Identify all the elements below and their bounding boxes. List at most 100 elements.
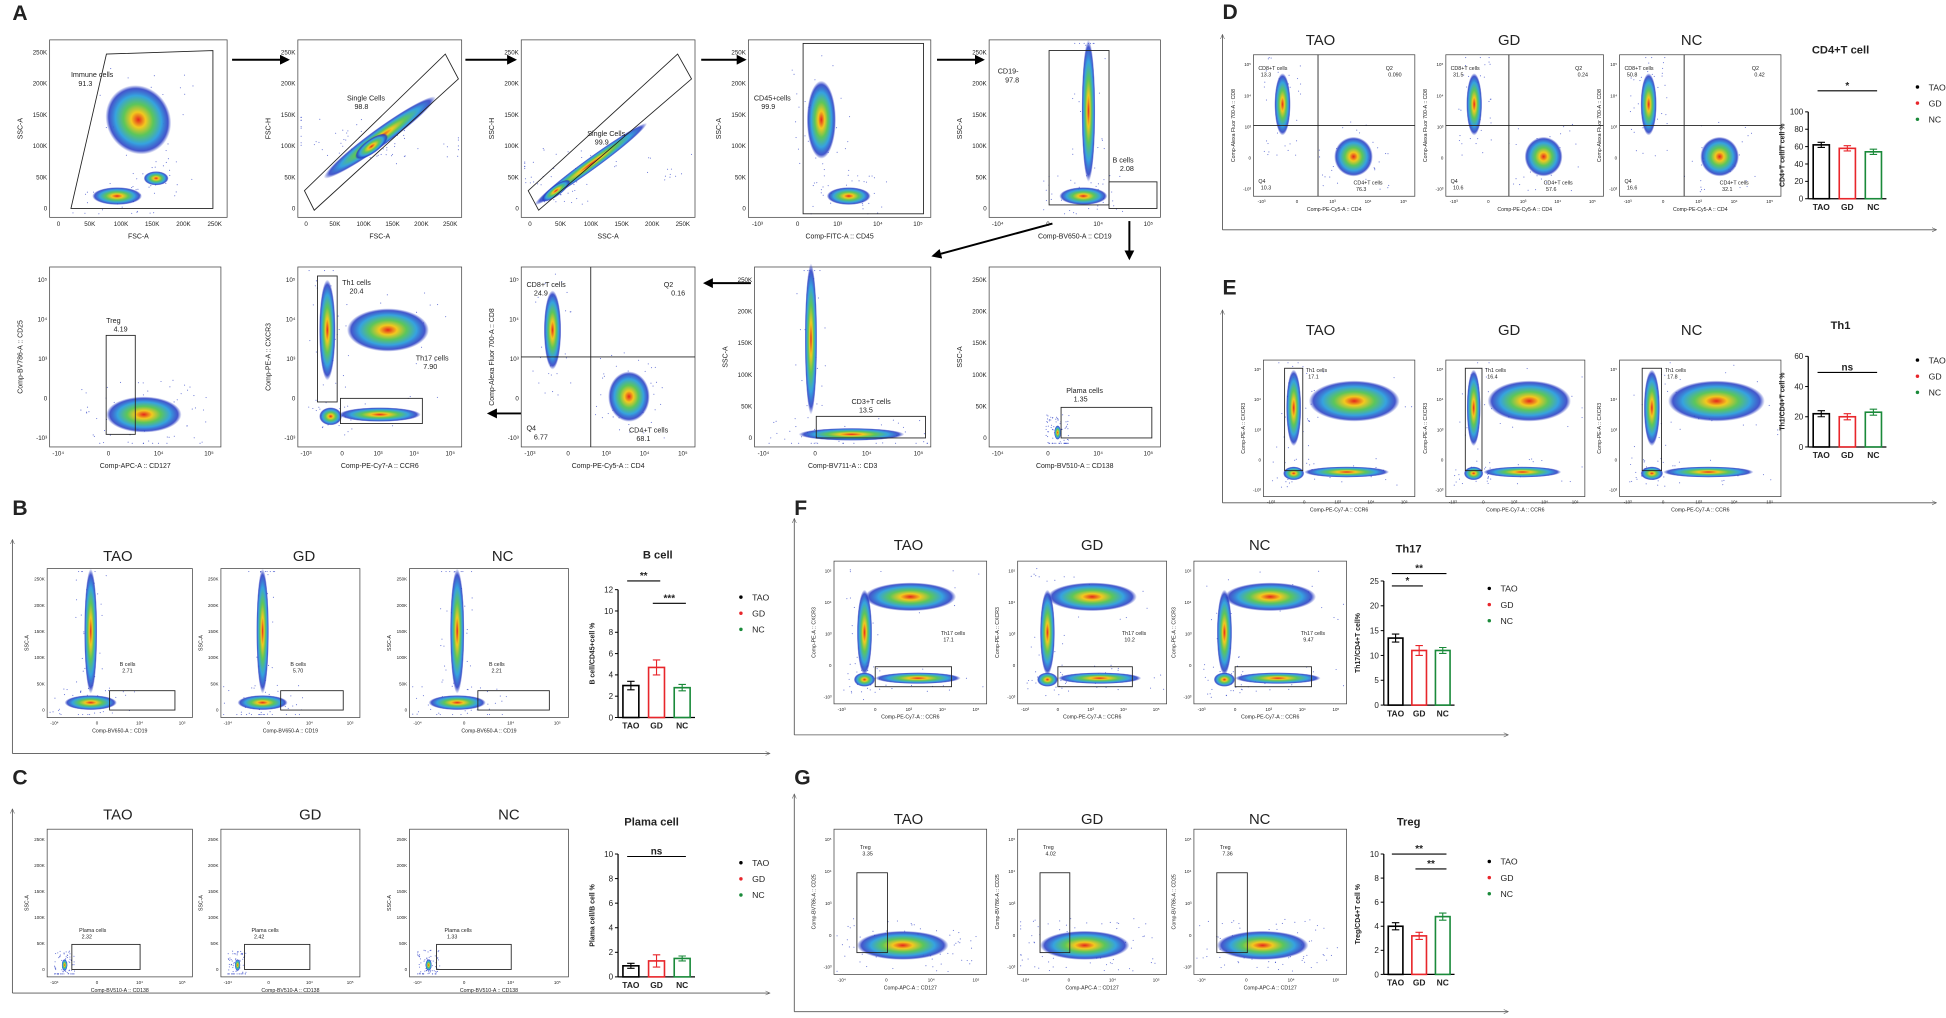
event-dot bbox=[1487, 391, 1489, 393]
y-axis-label: SSC-A bbox=[25, 895, 31, 911]
x-tick-label: 0 bbox=[1662, 199, 1665, 204]
x-tick-label: 10⁵ bbox=[179, 980, 186, 985]
y-tick-label: -10³ bbox=[824, 694, 832, 699]
x-tick-label: 10³ bbox=[602, 451, 611, 458]
event-dot bbox=[505, 696, 507, 698]
event-dot bbox=[1060, 671, 1062, 673]
event-dot bbox=[424, 959, 426, 961]
event-dot bbox=[798, 442, 800, 444]
event-dot bbox=[264, 570, 266, 573]
event-dot bbox=[61, 973, 64, 975]
event-dot bbox=[1101, 139, 1103, 141]
event-dot bbox=[794, 418, 796, 420]
event-dot bbox=[1074, 93, 1076, 95]
event-dot bbox=[614, 166, 616, 168]
event-dot bbox=[228, 690, 230, 692]
event-dot bbox=[1232, 671, 1234, 673]
event-dot bbox=[1054, 579, 1056, 581]
x-tick-label: 0 bbox=[107, 451, 111, 458]
event-dot bbox=[319, 118, 321, 120]
event-dot bbox=[949, 934, 951, 936]
event-dot bbox=[1745, 180, 1747, 182]
event-dot bbox=[201, 441, 203, 443]
event-dot bbox=[793, 73, 795, 75]
event-dot bbox=[1138, 926, 1140, 929]
event-dot bbox=[1657, 86, 1659, 89]
event-dot bbox=[1289, 143, 1291, 145]
y-tick-label: 100K bbox=[397, 655, 407, 660]
event-dot bbox=[910, 922, 912, 925]
event-dot bbox=[795, 426, 797, 428]
event-dot bbox=[1278, 362, 1280, 364]
event-dot bbox=[69, 973, 71, 975]
event-dot bbox=[1113, 205, 1115, 207]
event-dot bbox=[1332, 165, 1334, 168]
event-dot bbox=[1639, 79, 1641, 82]
event-dot bbox=[1742, 424, 1744, 426]
event-dot bbox=[797, 148, 800, 150]
event-dot bbox=[868, 202, 870, 204]
event-dot bbox=[524, 161, 526, 163]
event-dot bbox=[1670, 421, 1672, 423]
gate-value: 2.21 bbox=[491, 669, 501, 675]
x-tick-label: 0 bbox=[1234, 707, 1237, 712]
event-dot bbox=[1058, 694, 1060, 696]
event-dot bbox=[1038, 576, 1040, 578]
event-dot bbox=[1072, 148, 1074, 150]
event-dot bbox=[428, 956, 430, 958]
event-dot bbox=[422, 695, 424, 697]
y-tick-label: 4 bbox=[1374, 922, 1379, 931]
event-dot bbox=[193, 437, 195, 439]
event-dot bbox=[1487, 475, 1490, 477]
y-tick-label: 150K bbox=[208, 629, 218, 634]
gate-name: Immune cells bbox=[71, 70, 114, 79]
density-blob bbox=[1213, 672, 1236, 687]
event-dot bbox=[315, 409, 317, 412]
event-dot bbox=[1287, 362, 1289, 364]
y-axis-label: Comp-Alexa Fluor 700-A :: CD8 bbox=[1597, 89, 1603, 162]
density-blob bbox=[1224, 582, 1317, 612]
event-dot bbox=[1047, 436, 1049, 438]
event-dot bbox=[581, 203, 583, 205]
significance-label: ** bbox=[1415, 564, 1423, 575]
event-dot bbox=[965, 677, 968, 679]
y-tick-label: 150K bbox=[33, 112, 48, 119]
event-dot bbox=[807, 140, 809, 142]
event-dot bbox=[65, 970, 67, 972]
x-tick-label: TAO bbox=[1813, 202, 1831, 212]
event-dot bbox=[1098, 92, 1100, 94]
event-dot bbox=[241, 953, 243, 956]
event-dot bbox=[1718, 121, 1720, 124]
event-dot bbox=[570, 382, 572, 384]
event-dot bbox=[1058, 442, 1060, 444]
y-tick-label: 250K bbox=[972, 277, 987, 284]
event-dot bbox=[1210, 619, 1213, 621]
event-dot bbox=[1265, 140, 1268, 142]
event-dot bbox=[1294, 921, 1296, 923]
event-dot bbox=[1296, 77, 1299, 80]
y-tick-label: 250K bbox=[972, 49, 987, 56]
gate-name: Q2 bbox=[1752, 66, 1759, 72]
y-tick-label: 10 bbox=[1370, 850, 1379, 859]
event-dot bbox=[1263, 150, 1265, 152]
bar bbox=[1387, 925, 1404, 976]
event-dot bbox=[1067, 428, 1069, 430]
event-dot bbox=[1219, 956, 1221, 958]
y-tick-label: 10⁴ bbox=[509, 316, 519, 323]
event-dot bbox=[1459, 135, 1461, 137]
event-dot bbox=[902, 426, 905, 428]
y-tick-label: -10³ bbox=[1184, 965, 1192, 970]
event-dot bbox=[227, 953, 229, 955]
event-dot bbox=[78, 570, 80, 573]
density-blob bbox=[541, 179, 571, 202]
y-tick-label: 10³ bbox=[1437, 427, 1444, 432]
event-dot bbox=[1033, 942, 1036, 944]
x-tick-label: 50K bbox=[84, 221, 96, 228]
event-dot bbox=[228, 973, 230, 975]
y-tick-label: 100K bbox=[208, 915, 218, 920]
event-dot bbox=[1485, 466, 1487, 468]
gate-name: CD19- bbox=[998, 67, 1019, 76]
event-dot bbox=[1047, 431, 1049, 433]
event-dot bbox=[1529, 171, 1531, 173]
event-dot bbox=[1152, 958, 1154, 960]
